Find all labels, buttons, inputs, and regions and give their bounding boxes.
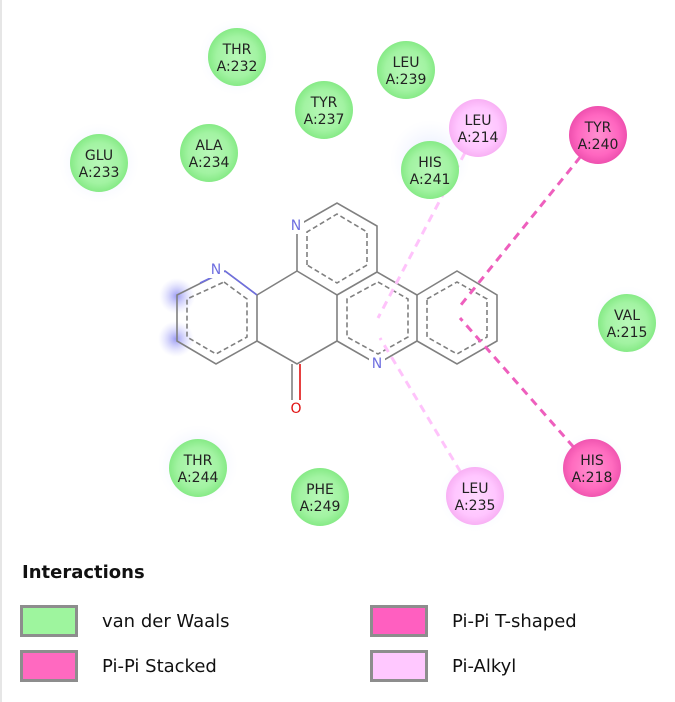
residue-disk-val215 [598,294,656,352]
residue-chain-thr232: A:232 [217,59,258,75]
pyridine-middle-ring [336,271,418,365]
residue-chain-tyr240: A:240 [578,137,619,153]
legend-label-pi-pi-stacked: Pi-Pi Stacked [102,655,217,677]
legend-item-vdw: van der Waals [20,604,230,638]
legend-label-pi-alkyl: Pi-Alkyl [452,655,517,677]
residue-name-tyr240: TYR [584,120,612,136]
benzo-ring [416,270,498,365]
residue-name-thr232: THR [222,42,252,58]
atom-n-right: N [372,356,382,372]
left-ring-aromatic [186,281,248,355]
legend-label-vdw: van der Waals [102,610,230,632]
residue-name-leu235: LEU [462,481,489,497]
top-ring-aromatic [306,213,368,284]
residue-chain-thr244: A:244 [178,470,219,486]
residue-chain-tyr237: A:237 [304,112,345,128]
atom-labels: N N N O [208,218,385,417]
legend-title: Interactions [22,562,145,583]
atom-o-carbonyl: O [290,401,301,417]
residue-chain-ala234: A:234 [189,155,230,171]
residue-disk-glu233 [70,134,128,192]
legend-swatch-pi-alkyl [370,650,428,682]
interaction-line-tyr240 [458,134,600,307]
residue-chain-leu239: A:239 [386,72,427,88]
residue-name-ala234: ALA [195,138,223,154]
residue-disk-tyr240 [569,106,627,164]
residue-disk-his218 [563,439,621,497]
residue-name-val215: VAL [614,308,640,324]
residue-name-tyr237: TYR [310,95,338,111]
residue-disk-leu214 [449,99,507,157]
residue-name-leu239: LEU [393,55,420,71]
interaction-line-leu214 [376,127,480,319]
residue-name-his218: HIS [580,453,604,469]
residue-disk-thr232 [208,28,266,86]
residue-disk-his241 [401,141,459,199]
residue-chain-val215: A:215 [607,325,648,341]
legend-swatch-pi-pi-stacked [20,650,78,682]
atom-n-left: N [211,262,221,278]
residue-name-glu233: GLU [85,148,113,164]
legend-item-pi-pi-stacked: Pi-Pi Stacked [20,649,217,683]
residue-chain-leu235: A:235 [455,498,496,514]
residue-disk-ala234 [180,124,238,182]
residue-disk-leu239 [377,41,435,99]
legend-label-pi-pi-tshaped: Pi-Pi T-shaped [452,610,577,632]
legend-item-pi-pi-tshaped: Pi-Pi T-shaped [370,604,577,638]
interaction-line-his218 [458,317,594,469]
residue-disk-phe249 [291,468,349,526]
interaction-line-leu235 [378,337,477,497]
interaction-lines [376,127,600,497]
residue-chain-leu214: A:214 [458,130,499,146]
residue-name-leu214: LEU [465,113,492,129]
residue-disk-thr244 [169,439,227,497]
bond-n-left-a [224,270,258,296]
legend-item-pi-alkyl: Pi-Alkyl [370,649,516,683]
residue-disk-leu235 [446,467,504,525]
legend-swatch-pi-pi-tshaped [370,605,428,637]
legend-swatch-vdw [20,605,78,637]
top-ring [296,202,378,296]
residue-chain-his241: A:241 [410,172,451,188]
benzo-ring-aromatic [426,281,488,355]
ligand-structure [176,202,498,400]
residue-chain-his218: A:218 [572,470,613,486]
pyridine-middle-aromatic [346,281,409,355]
middle-ring [256,270,338,365]
residue-chain-phe249: A:249 [300,499,341,515]
atom-n-top: N [291,218,301,234]
residue-name-phe249: PHE [306,482,334,498]
halo-n-left-2 [158,321,194,357]
residue-disk-tyr237 [295,81,353,139]
left-border [0,0,2,702]
residue-name-his241: HIS [418,155,442,171]
residue-name-thr244: THR [183,453,213,469]
residue-chain-glu233: A:233 [79,165,120,181]
